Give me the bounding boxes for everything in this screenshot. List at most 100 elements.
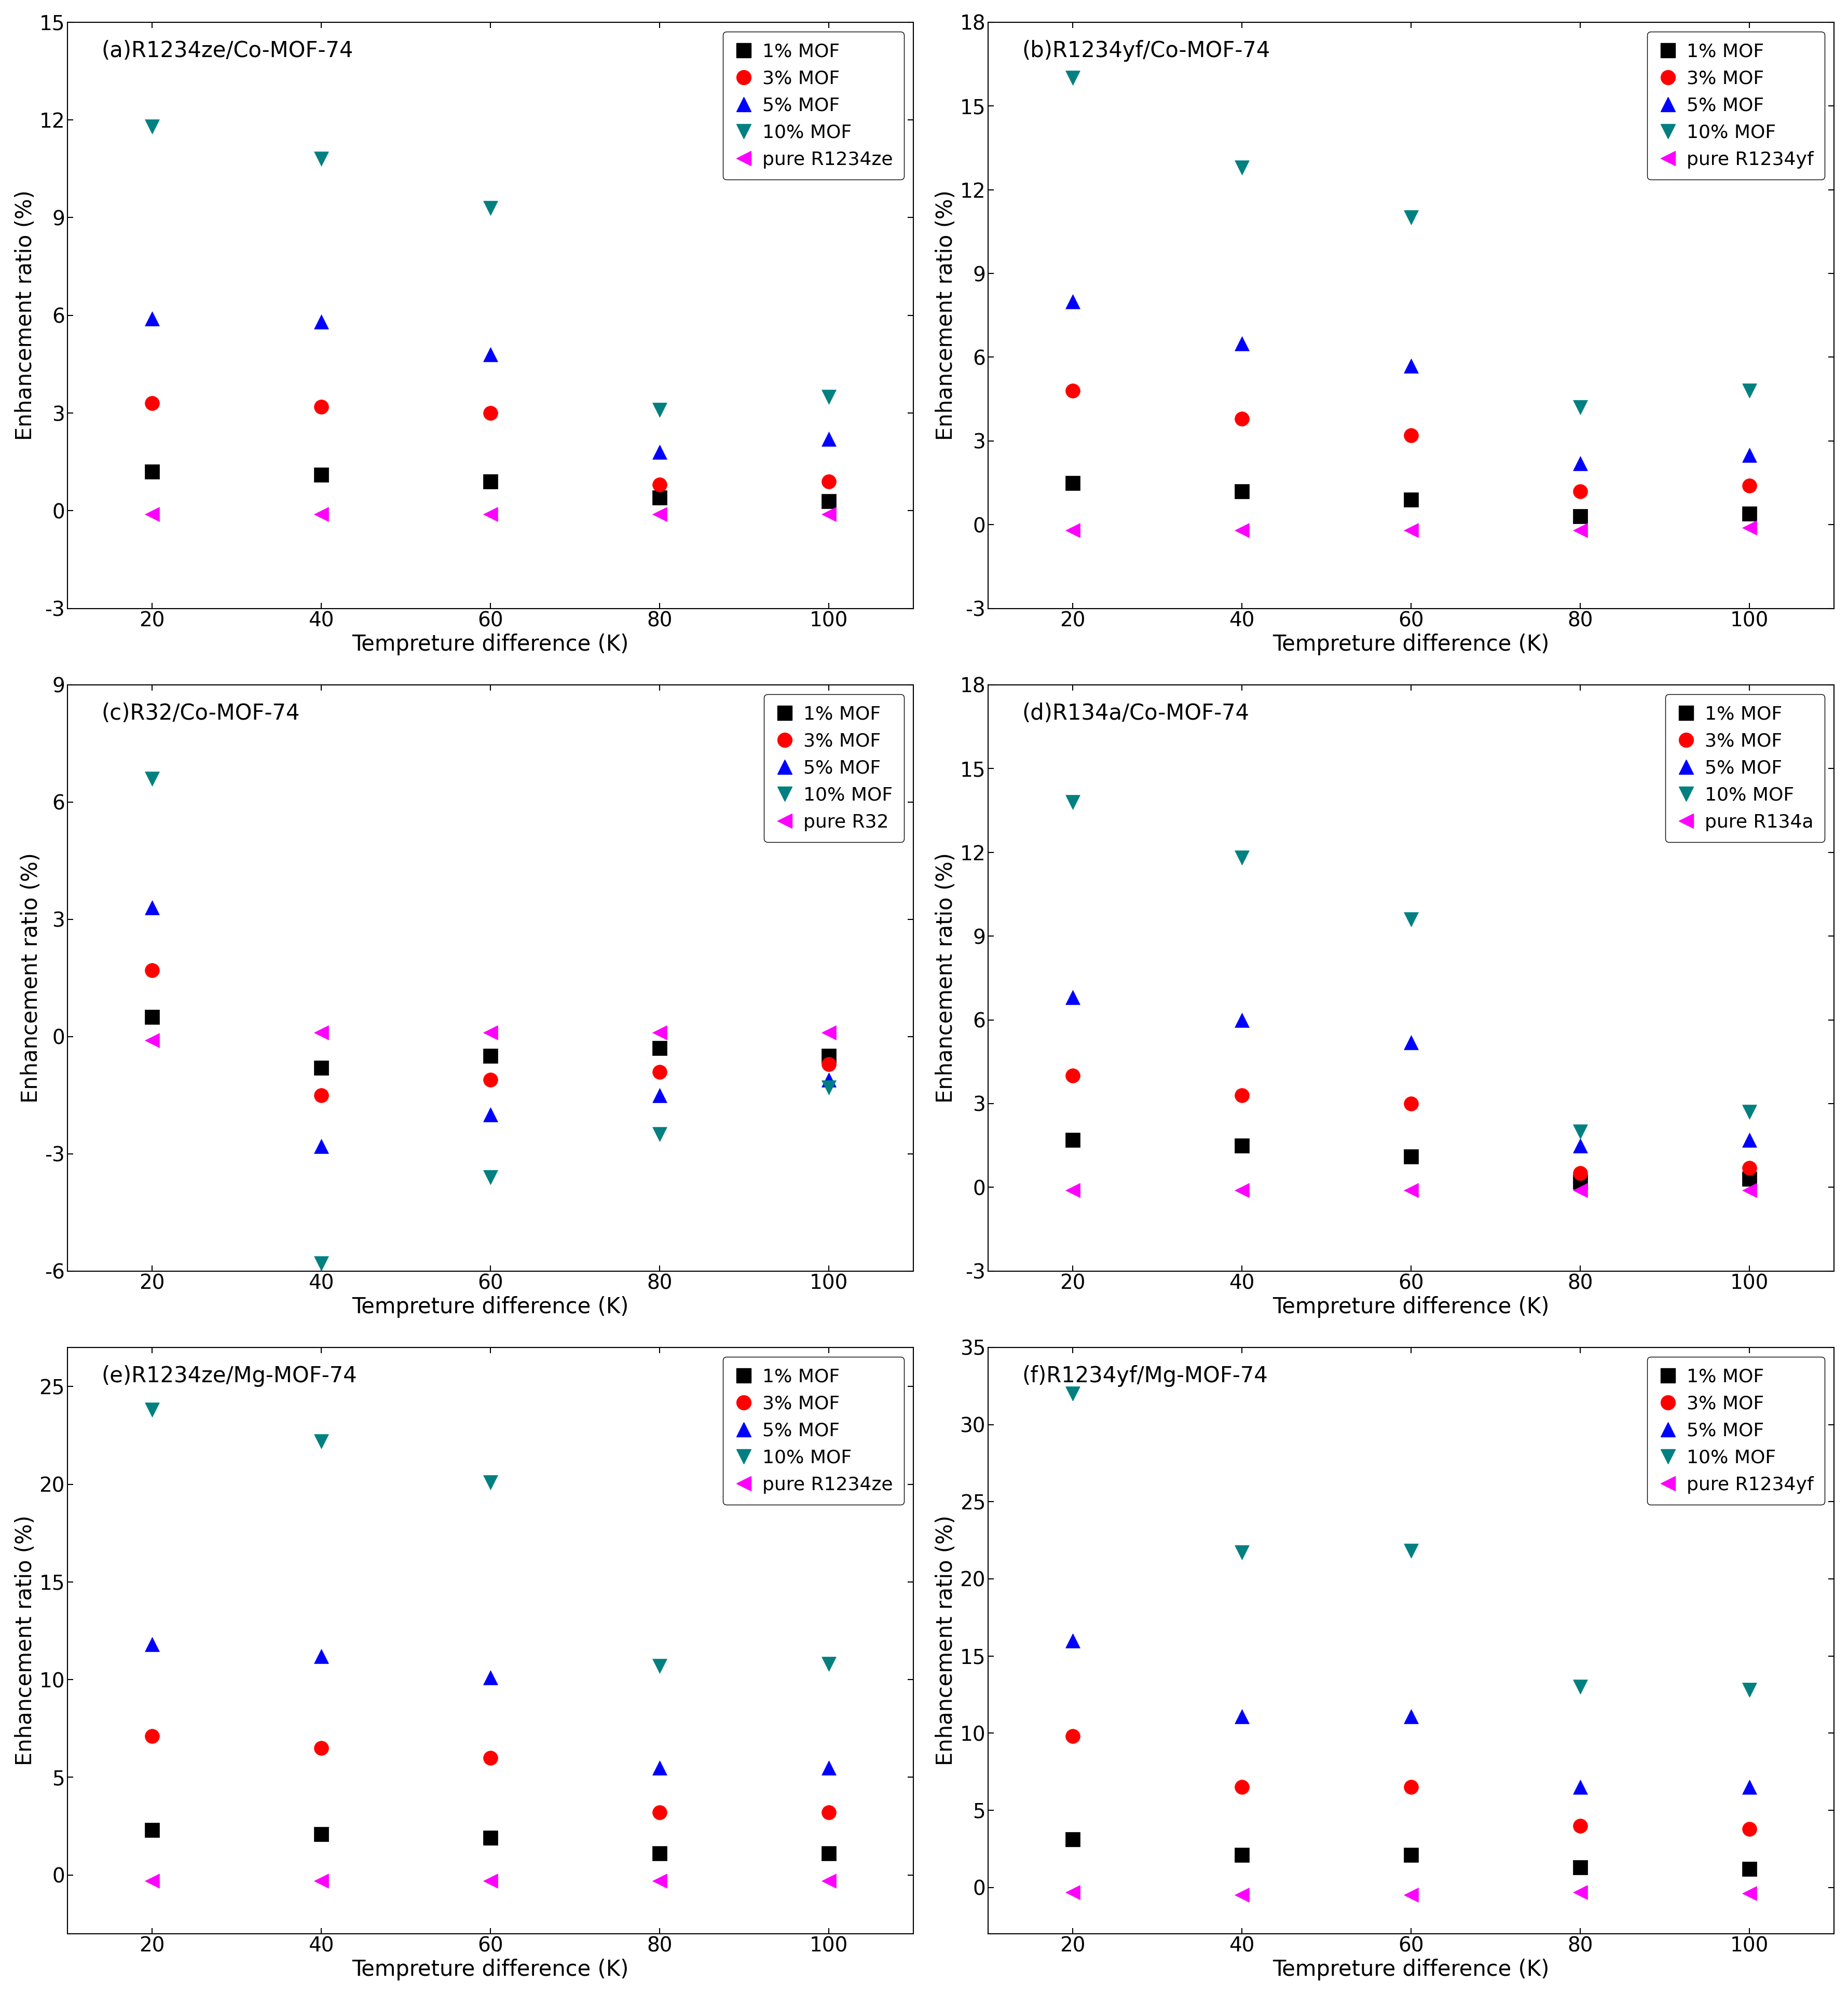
Point (307, 1051, 336, 1083)
Point (813, 1071, 843, 1103)
Point (307, 1129, 336, 1161)
Point (475, 397, 505, 429)
Point (645, 1797, 675, 1829)
Point (307, 499, 336, 531)
Point (813, 465, 843, 497)
Text: (d)R134a/Co-MOF-74: (d)R134a/Co-MOF-74 (1022, 702, 1249, 724)
Point (1565, 1129, 1595, 1161)
Point (645, 1031, 675, 1063)
Point (307, 1640, 336, 1672)
Point (307, 1017, 336, 1049)
Point (307, 459, 336, 491)
Text: (c)R32/Co-MOF-74: (c)R32/Co-MOF-74 (102, 702, 299, 724)
Point (1733, 1674, 1763, 1706)
Point (1395, 1879, 1425, 1911)
Point (1227, 1700, 1257, 1732)
Point (645, 1055, 675, 1087)
Y-axis label: Enhancement ratio (%): Enhancement ratio (%) (935, 190, 957, 441)
Point (1057, 285, 1087, 317)
Point (307, 1817, 336, 1849)
Point (813, 1063, 843, 1095)
Point (1733, 511, 1763, 543)
Point (1733, 375, 1763, 407)
Point (1057, 1720, 1087, 1752)
Point (1227, 1079, 1257, 1111)
Point (475, 1017, 505, 1049)
Point (307, 391, 336, 423)
X-axis label: Tempreture difference (K): Tempreture difference (K) (351, 634, 628, 656)
Point (1733, 469, 1763, 501)
Point (475, 1466, 505, 1498)
Point (813, 1648, 843, 1680)
Point (1395, 1087, 1425, 1119)
Point (1227, 1839, 1257, 1871)
Point (1057, 375, 1087, 407)
Point (1227, 842, 1257, 874)
Point (137, 954, 166, 986)
Legend: 1% MOF, 3% MOF, 5% MOF, 10% MOF, pure R134a: 1% MOF, 3% MOF, 5% MOF, 10% MOF, pure R1… (1665, 694, 1824, 842)
X-axis label: Tempreture difference (K): Tempreture difference (K) (1271, 1959, 1549, 1981)
Text: (f)R1234yf/Mg-MOF-74: (f)R1234yf/Mg-MOF-74 (1022, 1365, 1268, 1387)
Point (813, 1865, 843, 1897)
Point (1057, 982, 1087, 1013)
Point (1227, 327, 1257, 359)
Point (137, 1395, 166, 1426)
Point (1733, 1772, 1763, 1803)
Point (1395, 904, 1425, 936)
Point (137, 762, 166, 794)
Point (137, 1628, 166, 1660)
Point (1395, 349, 1425, 381)
Legend: 1% MOF, 3% MOF, 5% MOF, 10% MOF, pure R1234ze: 1% MOF, 3% MOF, 5% MOF, 10% MOF, pure R1… (723, 1357, 904, 1504)
Point (1565, 1157, 1595, 1189)
Legend: 1% MOF, 3% MOF, 5% MOF, 10% MOF, pure R32: 1% MOF, 3% MOF, 5% MOF, 10% MOF, pure R3… (763, 694, 904, 842)
Point (813, 1039, 843, 1071)
Point (475, 1865, 505, 1897)
Point (813, 1797, 843, 1829)
Point (1227, 152, 1257, 184)
Point (1733, 1163, 1763, 1195)
Point (475, 1039, 505, 1071)
Point (137, 455, 166, 487)
Point (1733, 1175, 1763, 1207)
Point (1395, 419, 1425, 451)
Point (1733, 1151, 1763, 1183)
Point (137, 1025, 166, 1057)
Point (307, 1079, 336, 1111)
Point (1395, 1025, 1425, 1057)
Point (1565, 1165, 1595, 1197)
Point (137, 892, 166, 924)
Point (137, 110, 166, 142)
Point (645, 1017, 675, 1049)
Point (307, 1865, 336, 1897)
Point (1395, 1772, 1425, 1803)
Legend: 1% MOF, 3% MOF, 5% MOF, 10% MOF, pure R1234ze: 1% MOF, 3% MOF, 5% MOF, 10% MOF, pure R1… (723, 32, 904, 180)
Point (1227, 1772, 1257, 1803)
Point (645, 1119, 675, 1151)
Point (813, 1017, 843, 1049)
Point (1227, 475, 1257, 507)
Point (475, 499, 505, 531)
Point (1227, 1003, 1257, 1035)
Y-axis label: Enhancement ratio (%): Enhancement ratio (%) (20, 852, 43, 1103)
Point (1565, 1875, 1595, 1907)
Point (813, 423, 843, 455)
Point (1395, 1141, 1425, 1173)
Point (1057, 515, 1087, 547)
Point (1057, 1875, 1087, 1907)
Legend: 1% MOF, 3% MOF, 5% MOF, 10% MOF, pure R1234yf: 1% MOF, 3% MOF, 5% MOF, 10% MOF, pure R1… (1647, 32, 1824, 180)
Point (307, 305, 336, 337)
Point (1733, 1877, 1763, 1909)
Point (1395, 1534, 1425, 1566)
Point (475, 339, 505, 371)
Point (1057, 1123, 1087, 1155)
Point (1227, 1536, 1257, 1568)
Point (645, 469, 675, 501)
Point (1227, 403, 1257, 435)
Point (475, 1063, 505, 1095)
Legend: 1% MOF, 3% MOF, 5% MOF, 10% MOF, pure R1234yf: 1% MOF, 3% MOF, 5% MOF, 10% MOF, pure R1… (1647, 1357, 1824, 1504)
Point (813, 381, 843, 413)
Y-axis label: Enhancement ratio (%): Enhancement ratio (%) (935, 852, 957, 1103)
Point (645, 1865, 675, 1897)
Point (1057, 1059, 1087, 1091)
Point (1733, 1813, 1763, 1845)
